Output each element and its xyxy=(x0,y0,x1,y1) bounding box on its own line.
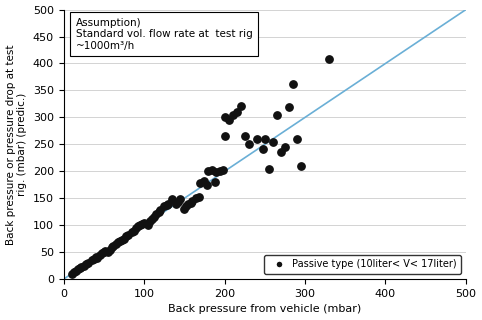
Point xyxy=(216,169,224,174)
Point xyxy=(74,267,82,272)
Legend: Passive type (10liter< V< 17liter): Passive type (10liter< V< 17liter) xyxy=(264,255,461,274)
Point xyxy=(176,197,184,202)
Point xyxy=(94,255,101,260)
Point xyxy=(136,223,144,228)
Point xyxy=(148,216,156,221)
Point xyxy=(293,136,301,141)
Point xyxy=(221,115,228,120)
Point xyxy=(84,260,92,266)
Point xyxy=(134,224,141,229)
Point xyxy=(88,258,95,263)
Point xyxy=(118,238,125,243)
Point xyxy=(203,182,211,188)
Point xyxy=(124,232,132,237)
Point xyxy=(90,256,98,261)
Point xyxy=(100,250,107,255)
Point xyxy=(102,249,109,254)
Point xyxy=(96,252,104,258)
Point xyxy=(92,254,100,259)
Point xyxy=(80,263,88,268)
Point xyxy=(144,223,152,228)
Point xyxy=(204,169,212,174)
Point xyxy=(78,265,85,270)
Point xyxy=(68,271,76,276)
Text: Assumption)
Standard vol. flow rate at  test rig
~1000m³/h: Assumption) Standard vol. flow rate at t… xyxy=(76,18,253,51)
Point xyxy=(128,229,136,234)
Point xyxy=(150,215,158,220)
Point xyxy=(188,198,196,204)
Point xyxy=(192,196,200,201)
Point xyxy=(155,209,162,214)
Point xyxy=(201,179,208,184)
Point xyxy=(241,134,249,139)
Point xyxy=(76,266,83,271)
Point xyxy=(221,134,228,139)
Point xyxy=(168,197,176,202)
Point xyxy=(116,239,124,244)
X-axis label: Back pressure from vehicle (mbar): Back pressure from vehicle (mbar) xyxy=(168,304,362,315)
Point xyxy=(147,218,154,223)
Point xyxy=(72,268,80,274)
Point xyxy=(122,234,130,239)
Point xyxy=(114,240,122,245)
Point xyxy=(297,164,305,169)
Point xyxy=(281,145,289,150)
Point xyxy=(161,204,168,209)
Point xyxy=(120,236,128,241)
Point xyxy=(277,150,285,155)
Point xyxy=(163,202,171,207)
Point xyxy=(225,117,232,123)
Point xyxy=(195,195,202,200)
Point xyxy=(261,136,268,141)
Point xyxy=(245,142,253,147)
Point xyxy=(273,112,281,117)
Point xyxy=(211,180,219,185)
Point xyxy=(107,247,114,252)
Point xyxy=(131,228,138,233)
Point xyxy=(233,109,241,115)
Point xyxy=(187,200,195,205)
Point xyxy=(156,208,164,213)
Point xyxy=(237,103,244,108)
Point xyxy=(269,139,277,144)
Point xyxy=(174,199,182,204)
Point xyxy=(138,221,146,226)
Point xyxy=(219,168,227,173)
Point xyxy=(104,250,112,255)
Point xyxy=(182,204,190,209)
Point xyxy=(213,170,220,175)
Point xyxy=(285,104,293,109)
Point xyxy=(98,251,106,256)
Point xyxy=(228,112,236,117)
Point xyxy=(325,57,333,62)
Point xyxy=(209,168,216,173)
Point xyxy=(112,242,120,247)
Point xyxy=(253,136,261,141)
Point xyxy=(70,269,78,275)
Point xyxy=(108,244,116,249)
Point xyxy=(180,206,188,212)
Y-axis label: Back pressure or pressure drop at test
rig. (mbar) (predic.): Back pressure or pressure drop at test r… xyxy=(6,44,27,244)
Point xyxy=(259,146,267,151)
Point xyxy=(289,81,297,86)
Point xyxy=(164,201,172,206)
Point xyxy=(173,201,180,206)
Point xyxy=(185,201,192,206)
Point xyxy=(82,261,90,267)
Point xyxy=(109,243,117,248)
Point xyxy=(265,166,273,171)
Point xyxy=(197,180,204,186)
Point xyxy=(140,220,148,225)
Point xyxy=(132,225,140,230)
Point xyxy=(152,212,160,217)
